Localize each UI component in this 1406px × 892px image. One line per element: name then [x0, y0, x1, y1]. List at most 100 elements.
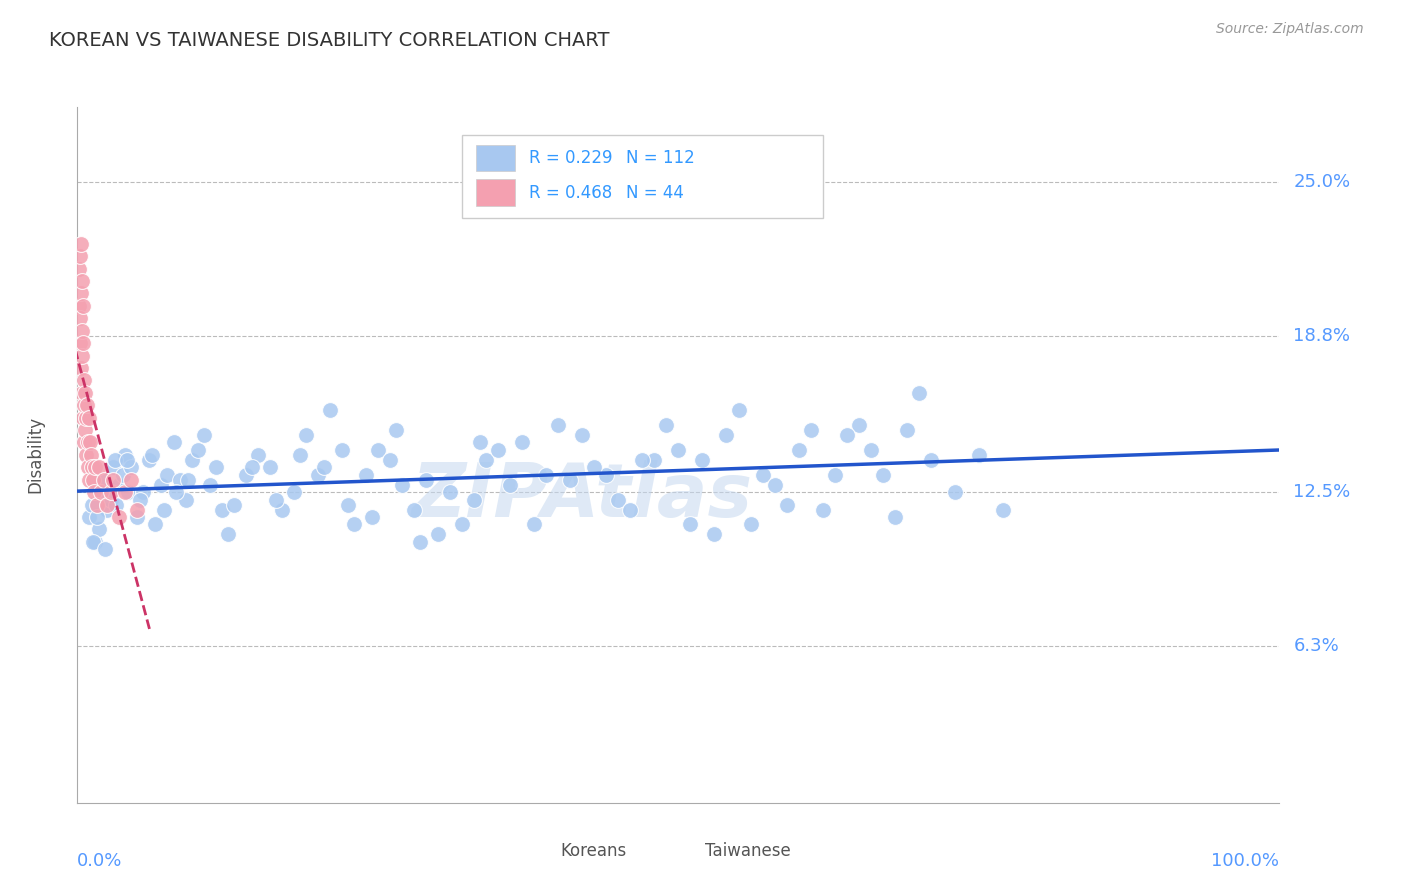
Point	[103, 473, 125, 487]
Point	[69, 249, 91, 263]
Point	[127, 510, 149, 524]
Point	[83, 485, 105, 500]
Point	[367, 442, 389, 457]
Point	[547, 418, 569, 433]
Point	[811, 502, 834, 516]
Point	[378, 453, 401, 467]
Point	[787, 442, 810, 457]
Point	[86, 510, 108, 524]
Point	[571, 428, 593, 442]
Point	[692, 453, 714, 467]
Text: Koreans: Koreans	[561, 842, 627, 860]
Point	[128, 492, 150, 507]
Point	[451, 517, 474, 532]
Bar	[477, 179, 515, 206]
Text: 6.3%: 6.3%	[1294, 637, 1339, 656]
Point	[679, 517, 702, 532]
Point	[69, 299, 91, 313]
Point	[499, 477, 522, 491]
Point	[72, 336, 94, 351]
Point	[90, 485, 112, 500]
Point	[716, 428, 738, 442]
Text: KOREAN VS TAIWANESE DISABILITY CORRELATION CHART: KOREAN VS TAIWANESE DISABILITY CORRELATI…	[49, 31, 610, 50]
Point	[235, 467, 257, 482]
Point	[79, 473, 101, 487]
Point	[463, 492, 485, 507]
Text: Disability: Disability	[27, 417, 44, 493]
Point	[409, 535, 432, 549]
Point	[100, 485, 122, 500]
Point	[703, 527, 725, 541]
Point	[120, 473, 142, 487]
Point	[908, 385, 931, 400]
Point	[82, 473, 104, 487]
Point	[343, 517, 366, 532]
Point	[180, 453, 202, 467]
Point	[655, 418, 678, 433]
Point	[162, 435, 184, 450]
Point	[391, 477, 413, 491]
Point	[70, 349, 93, 363]
Point	[727, 403, 749, 417]
Point	[69, 311, 91, 326]
Point	[72, 299, 94, 313]
Point	[100, 492, 122, 507]
Point	[835, 428, 858, 442]
Point	[79, 435, 101, 450]
Point	[631, 453, 654, 467]
Point	[319, 403, 342, 417]
Point	[84, 535, 107, 549]
Point	[77, 435, 100, 450]
Point	[288, 448, 311, 462]
Point	[145, 517, 167, 532]
Point	[583, 460, 606, 475]
Point	[385, 423, 408, 437]
Point	[76, 398, 98, 412]
Point	[967, 448, 990, 462]
Point	[153, 502, 176, 516]
Point	[165, 485, 187, 500]
Point	[70, 274, 93, 288]
Point	[360, 510, 382, 524]
Point	[824, 467, 846, 482]
Point	[259, 460, 281, 475]
Point	[486, 442, 509, 457]
Bar	[522, 838, 548, 864]
Point	[156, 467, 179, 482]
Point	[896, 423, 918, 437]
Point	[204, 460, 226, 475]
Point	[67, 261, 90, 276]
Point	[104, 498, 127, 512]
Point	[120, 460, 142, 475]
Text: 12.5%: 12.5%	[1294, 483, 1351, 501]
Point	[264, 492, 287, 507]
Point	[108, 477, 131, 491]
Point	[211, 502, 233, 516]
Point	[79, 510, 101, 524]
Point	[294, 428, 316, 442]
Point	[75, 448, 97, 462]
Point	[560, 473, 582, 487]
Text: R = 0.468: R = 0.468	[529, 184, 613, 202]
Point	[523, 517, 546, 532]
Text: ZIPAtlas: ZIPAtlas	[412, 460, 752, 533]
Point	[72, 410, 94, 425]
Point	[283, 485, 305, 500]
Point	[169, 473, 191, 487]
Point	[859, 442, 882, 457]
Point	[991, 502, 1014, 516]
Point	[77, 410, 100, 425]
Point	[943, 485, 966, 500]
Point	[883, 510, 905, 524]
Point	[619, 502, 641, 516]
Point	[751, 467, 773, 482]
Point	[76, 460, 98, 475]
Point	[94, 542, 117, 557]
Point	[75, 410, 97, 425]
Point	[872, 467, 894, 482]
Point	[330, 442, 353, 457]
Point	[69, 336, 91, 351]
Point	[80, 498, 103, 512]
Point	[70, 361, 93, 376]
Point	[111, 467, 134, 482]
